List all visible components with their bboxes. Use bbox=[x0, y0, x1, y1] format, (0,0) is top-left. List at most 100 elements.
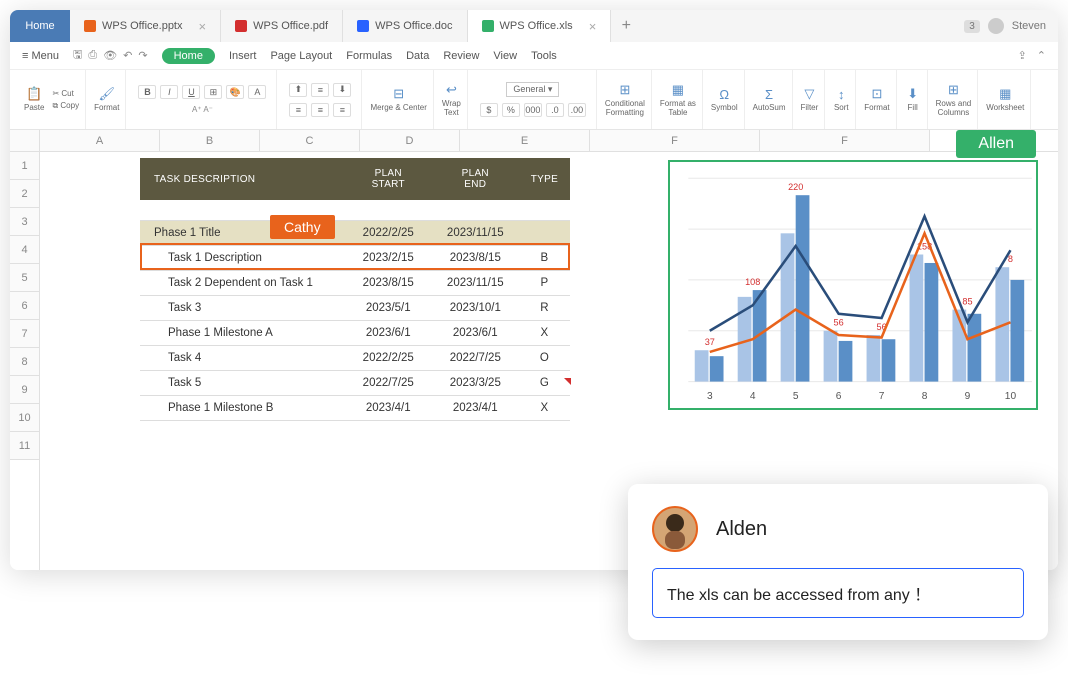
table-cell[interactable]: X bbox=[519, 320, 570, 345]
table-cell[interactable]: Task 4 bbox=[140, 345, 345, 370]
row-header[interactable]: 8 bbox=[10, 348, 39, 376]
ribbon-review[interactable]: Review bbox=[443, 50, 479, 62]
table-cell[interactable]: 2023/4/1 bbox=[432, 395, 519, 420]
save-icon[interactable]: 🖫 bbox=[73, 46, 82, 65]
row-header[interactable]: 2 bbox=[10, 180, 39, 208]
comment-text[interactable]: The xls can be accessed from any ！ bbox=[652, 568, 1024, 618]
row-header[interactable]: 11 bbox=[10, 432, 39, 460]
column-header[interactable]: E bbox=[460, 130, 590, 151]
format-button[interactable]: ⊡Format bbox=[864, 86, 889, 113]
column-header[interactable]: F bbox=[590, 130, 760, 151]
cut-button[interactable]: ✂ Cut bbox=[52, 89, 79, 98]
file-tab-xls[interactable]: WPS Office.xls × bbox=[468, 10, 612, 42]
ribbon-formulas[interactable]: Formulas bbox=[346, 50, 392, 62]
table-cell[interactable]: 2023/3/25 bbox=[432, 370, 519, 395]
table-cell[interactable]: Phase 1 Milestone B bbox=[140, 395, 345, 420]
file-tab-doc[interactable]: WPS Office.doc bbox=[343, 10, 467, 42]
redo-icon[interactable]: ↷ bbox=[138, 49, 147, 62]
merge-button[interactable]: ⊟Merge & Center bbox=[370, 86, 426, 113]
table-cell[interactable]: 2022/2/25 bbox=[345, 345, 432, 370]
symbol-button[interactable]: ΩSymbol bbox=[711, 86, 738, 113]
autosum-button[interactable]: ΣAutoSum bbox=[753, 86, 786, 113]
comma-button[interactable]: 000 bbox=[524, 103, 542, 117]
bold-button[interactable]: B bbox=[138, 85, 156, 99]
collapse-icon[interactable]: ⌃ bbox=[1037, 49, 1046, 62]
align-top-button[interactable]: ⬆ bbox=[289, 83, 307, 97]
percent-button[interactable]: % bbox=[502, 103, 520, 117]
align-right-button[interactable]: ≡ bbox=[333, 103, 351, 117]
table-cell[interactable]: 2023/8/15 bbox=[432, 245, 519, 270]
column-header[interactable]: A bbox=[40, 130, 160, 151]
table-cell[interactable] bbox=[345, 200, 432, 220]
paste-button[interactable]: 📋Paste bbox=[24, 86, 44, 113]
align-bot-button[interactable]: ⬇ bbox=[333, 83, 351, 97]
table-cell[interactable]: 2023/10/1 bbox=[432, 295, 519, 320]
ribbon-home[interactable]: Home bbox=[162, 48, 215, 64]
decimal-inc-button[interactable]: .0 bbox=[546, 103, 564, 117]
row-header[interactable]: 6 bbox=[10, 292, 39, 320]
chart-container[interactable]: Allen 337410852206567568158985108 bbox=[668, 160, 1038, 410]
home-tab[interactable]: Home bbox=[10, 10, 70, 42]
table-cell[interactable]: 2023/11/15 bbox=[432, 270, 519, 295]
share-icon[interactable]: ⇪ bbox=[1018, 49, 1027, 62]
table-cell[interactable]: 2022/7/25 bbox=[345, 370, 432, 395]
ribbon-insert[interactable]: Insert bbox=[229, 50, 257, 62]
currency-button[interactable]: $ bbox=[480, 103, 498, 117]
worksheet-button[interactable]: ▦Worksheet bbox=[986, 86, 1024, 113]
close-icon[interactable]: × bbox=[589, 19, 597, 34]
table-cell[interactable]: P bbox=[519, 270, 570, 295]
user-avatar-icon[interactable] bbox=[988, 18, 1004, 34]
column-header[interactable]: B bbox=[160, 130, 260, 151]
table-cell[interactable]: Task 3 bbox=[140, 295, 345, 320]
table-cell[interactable]: 2023/6/1 bbox=[345, 320, 432, 345]
column-header[interactable]: F bbox=[760, 130, 930, 151]
table-cell[interactable] bbox=[519, 220, 570, 245]
row-header[interactable]: 4 bbox=[10, 236, 39, 264]
table-cell[interactable]: Task 2 Dependent on Task 1 bbox=[140, 270, 345, 295]
table-cell[interactable]: Task 1 Description bbox=[140, 245, 345, 270]
table-cell[interactable]: Phase 1 Milestone A bbox=[140, 320, 345, 345]
column-header[interactable]: D bbox=[360, 130, 460, 151]
table-cell[interactable]: X bbox=[519, 395, 570, 420]
table-cell[interactable]: 2023/11/15 bbox=[432, 220, 519, 245]
table-cell[interactable]: 2023/6/1 bbox=[432, 320, 519, 345]
copy-button[interactable]: ⧉ Copy bbox=[52, 101, 79, 111]
table-cell[interactable]: G bbox=[519, 370, 570, 395]
ribbon-view[interactable]: View bbox=[493, 50, 517, 62]
decimal-dec-button[interactable]: .00 bbox=[568, 103, 586, 117]
menu-button[interactable]: ≡ Menu bbox=[22, 50, 59, 62]
conditional-format-button[interactable]: ⊞Conditional Formatting bbox=[605, 82, 645, 118]
row-header[interactable]: 7 bbox=[10, 320, 39, 348]
file-tab-pptx[interactable]: WPS Office.pptx × bbox=[70, 10, 221, 42]
ribbon-pagelayout[interactable]: Page Layout bbox=[270, 50, 332, 62]
align-left-button[interactable]: ≡ bbox=[289, 103, 307, 117]
italic-button[interactable]: I bbox=[160, 85, 178, 99]
filter-button[interactable]: ▽Filter bbox=[801, 86, 819, 113]
close-icon[interactable]: × bbox=[199, 19, 207, 34]
row-header[interactable]: 5 bbox=[10, 264, 39, 292]
table-cell[interactable]: 2023/8/15 bbox=[345, 270, 432, 295]
table-cell[interactable] bbox=[432, 200, 519, 220]
table-cell[interactable]: 2023/5/1 bbox=[345, 295, 432, 320]
notification-badge[interactable]: 3 bbox=[964, 20, 980, 33]
row-header[interactable]: 10 bbox=[10, 404, 39, 432]
ribbon-tools[interactable]: Tools bbox=[531, 50, 557, 62]
undo-icon[interactable]: ↶ bbox=[123, 49, 132, 62]
table-cell[interactable]: O bbox=[519, 345, 570, 370]
table-cell[interactable]: 2023/2/15 bbox=[345, 245, 432, 270]
ribbon-data[interactable]: Data bbox=[406, 50, 429, 62]
row-header[interactable]: 1 bbox=[10, 152, 39, 180]
print-icon[interactable]: ⎙ bbox=[88, 49, 97, 62]
fill-color-button[interactable]: 🎨 bbox=[226, 85, 244, 99]
table-cell[interactable] bbox=[519, 200, 570, 220]
column-header[interactable]: C bbox=[260, 130, 360, 151]
row-header[interactable]: 9 bbox=[10, 376, 39, 404]
format-painter-button[interactable]: 🖌Format bbox=[94, 86, 119, 113]
sort-button[interactable]: ↕Sort bbox=[833, 86, 849, 113]
border-button[interactable]: ⊞ bbox=[204, 85, 222, 99]
add-tab-button[interactable]: + bbox=[611, 10, 641, 42]
number-format-select[interactable]: General ▾ bbox=[506, 82, 559, 97]
file-tab-pdf[interactable]: WPS Office.pdf bbox=[221, 10, 343, 42]
table-cell[interactable]: 2022/2/25 bbox=[345, 220, 432, 245]
align-mid-button[interactable]: ≡ bbox=[311, 83, 329, 97]
